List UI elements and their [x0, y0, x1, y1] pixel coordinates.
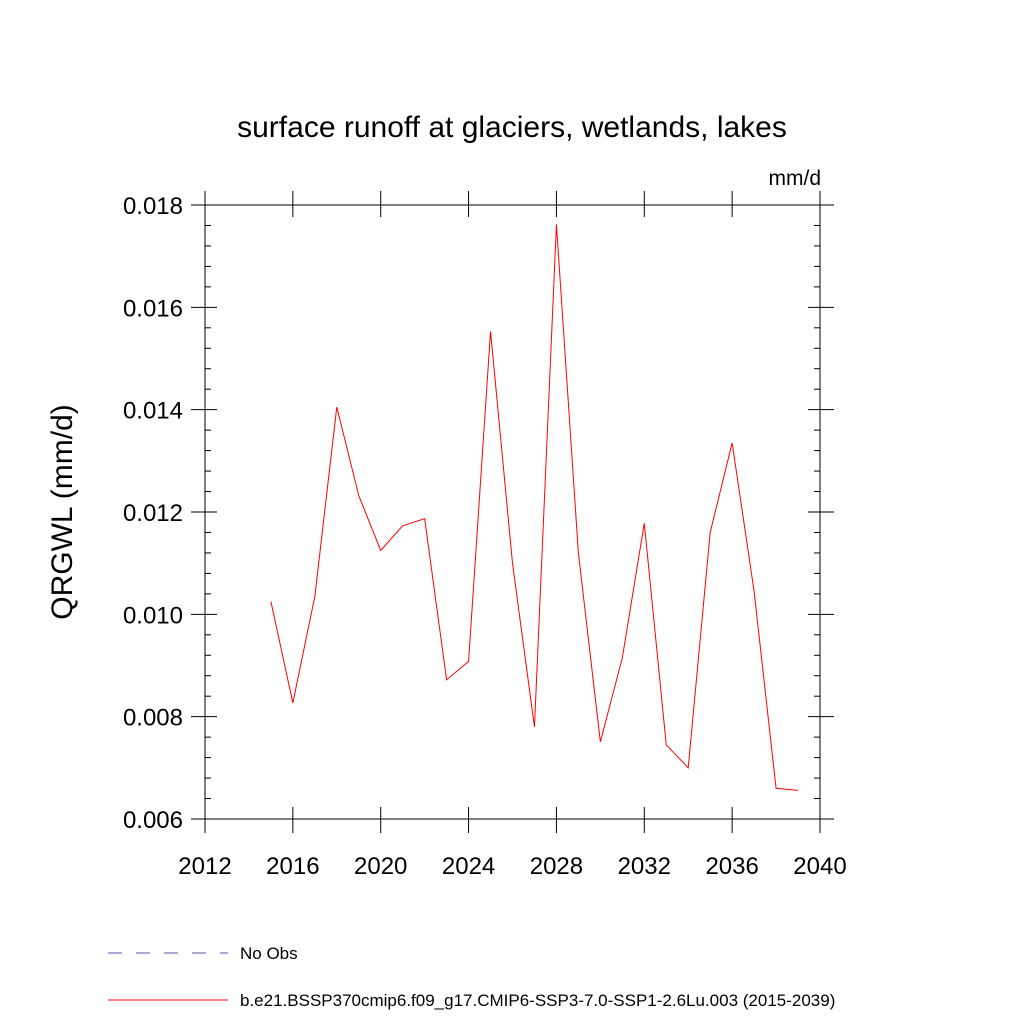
x-tick-label: 2012	[178, 853, 231, 880]
legend: No Obs b.e21.BSSP370cmip6.f09_g17.CMIP6-S…	[108, 944, 835, 1010]
plot-frame	[204, 204, 821, 820]
legend-label-0: No Obs	[240, 944, 298, 963]
units-label: mm/d	[769, 167, 822, 190]
y-tick-label: 0.006	[123, 807, 183, 834]
x-tick-label: 2028	[530, 853, 583, 880]
y-tick-label: 0.008	[123, 705, 183, 732]
y-tick-label: 0.018	[123, 193, 183, 220]
y-tick-label: 0.010	[123, 602, 183, 629]
x-tick-label: 2020	[354, 853, 407, 880]
y-tick-label: 0.016	[123, 295, 183, 322]
x-tick-label: 2040	[793, 853, 846, 880]
series-lines	[270, 224, 799, 791]
y-tick-label: 0.014	[123, 398, 183, 425]
legend-label-1: b.e21.BSSP370cmip6.f09_g17.CMIP6-SSP3-7.…	[240, 991, 835, 1010]
x-tick-label: 2036	[705, 853, 758, 880]
x-tick-label: 2032	[618, 853, 671, 880]
x-tick-label: 2024	[442, 853, 495, 880]
chart-title: surface runoff at glaciers, wetlands, la…	[237, 111, 787, 144]
tick-labels: 2012 2016 2020 2024 2028 2032 2036 2040 0.006 0.0…	[123, 193, 847, 880]
y-tick-label: 0.012	[123, 500, 183, 527]
series-line-1	[270, 224, 799, 791]
y-axis-label: QRGWL (mm/d)	[46, 404, 79, 620]
axis-ticks	[191, 191, 834, 833]
x-tick-label: 2016	[266, 853, 319, 880]
